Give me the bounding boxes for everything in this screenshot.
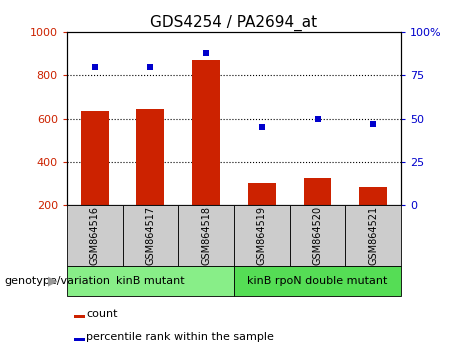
Bar <box>73 314 84 318</box>
Text: kinB mutant: kinB mutant <box>116 275 185 286</box>
Text: GSM864518: GSM864518 <box>201 206 211 265</box>
Text: GSM864519: GSM864519 <box>257 206 267 265</box>
Bar <box>345 205 401 266</box>
Bar <box>304 178 331 205</box>
Bar <box>359 187 387 205</box>
Point <box>147 64 154 69</box>
Text: count: count <box>86 309 118 319</box>
Bar <box>81 111 109 205</box>
Point <box>258 124 266 130</box>
Point <box>370 121 377 127</box>
Bar <box>178 205 234 266</box>
Text: genotype/variation: genotype/variation <box>5 275 111 286</box>
Text: GSM864520: GSM864520 <box>313 206 323 265</box>
Text: kinB rpoN double mutant: kinB rpoN double mutant <box>247 275 388 286</box>
Text: percentile rank within the sample: percentile rank within the sample <box>86 332 274 342</box>
Text: ▶: ▶ <box>48 274 58 287</box>
Text: GSM864521: GSM864521 <box>368 206 378 265</box>
Point <box>314 116 321 121</box>
Title: GDS4254 / PA2694_at: GDS4254 / PA2694_at <box>150 14 318 30</box>
Bar <box>123 205 178 266</box>
Bar <box>136 109 164 205</box>
Bar <box>248 183 276 205</box>
Bar <box>67 266 234 296</box>
Point <box>202 50 210 56</box>
Point <box>91 64 98 69</box>
Text: GSM864516: GSM864516 <box>90 206 100 265</box>
Bar <box>234 266 401 296</box>
Bar <box>67 205 123 266</box>
Bar <box>290 205 345 266</box>
Bar <box>192 60 220 205</box>
Bar <box>234 205 290 266</box>
Text: GSM864517: GSM864517 <box>145 206 155 265</box>
Bar <box>73 337 84 341</box>
